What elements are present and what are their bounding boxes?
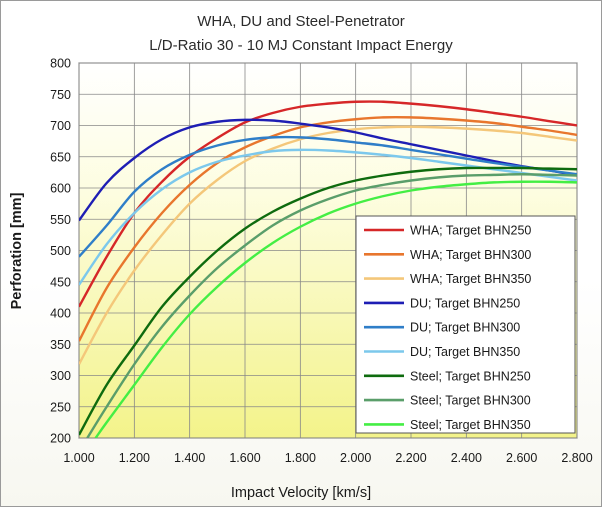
y-tick-label: 400 (50, 307, 71, 321)
legend-box (355, 215, 576, 434)
x-tick-label: 2.000 (340, 451, 371, 465)
y-tick-label: 300 (50, 369, 71, 383)
y-tick-label: 500 (50, 244, 71, 258)
legend-label: DU; Target BHN250 (410, 296, 520, 310)
y-tick-label: 550 (50, 213, 71, 227)
x-tick-label: 1.600 (229, 451, 260, 465)
legend-entries: WHA; Target BHN250 WHA; Target BHN300 WHA;… (364, 224, 531, 432)
series-line-5 (79, 135, 577, 258)
x-tick-label: 2.200 (395, 451, 426, 465)
series-line-7 (79, 166, 577, 436)
legend-label: WHA; Target BHN300 (410, 248, 531, 262)
y-tick-label: 650 (50, 150, 71, 164)
x-tick-label: 2.400 (451, 451, 482, 465)
series-line-9 (94, 180, 577, 438)
y-tick-label: 750 (50, 88, 71, 102)
series-line-3 (79, 125, 577, 365)
x-axis-ticks: 1.000 1.200 1.400 1.600 1.800 2.000 2.200 2.400… (63, 451, 592, 465)
x-tick-label: 1.800 (285, 451, 316, 465)
legend-label: Steel; Target BHN300 (410, 394, 531, 408)
legend-label: DU; Target BHN350 (410, 345, 520, 359)
series-line-4 (79, 118, 577, 222)
legend-label: DU; Target BHN300 (410, 321, 520, 335)
y-tick-label: 350 (50, 338, 71, 352)
y-axis-title: Perforation [mm] (9, 192, 25, 309)
x-tick-label: 1.200 (119, 451, 150, 465)
chart-title-line-1: WHA, DU and Steel-Penetrator (197, 13, 405, 30)
y-tick-label: 250 (50, 400, 71, 414)
legend-label: WHA; Target BHN350 (410, 272, 531, 286)
series-line-8 (86, 173, 577, 438)
y-tick-label: 450 (50, 275, 71, 289)
y-axis-ticks: 200 250 300 350 400 450 500 550 600 650 700 750 800 (50, 57, 71, 446)
x-tick-label: 1.000 (63, 451, 94, 465)
series-line-1 (79, 100, 577, 308)
series-line-2 (79, 115, 577, 342)
legend-label: Steel; Target BHN250 (410, 369, 531, 383)
legend-label: Steel; Target BHN350 (410, 418, 531, 432)
legend-label: WHA; Target BHN250 (410, 224, 531, 238)
x-tick-label: 2.600 (506, 451, 537, 465)
series-line-6 (79, 148, 577, 286)
y-tick-label: 200 (50, 432, 71, 446)
series-lines (79, 100, 577, 438)
y-tick-label: 600 (50, 182, 71, 196)
x-tick-label: 1.400 (174, 451, 205, 465)
x-axis-title: Impact Velocity [km/s] (231, 485, 371, 501)
y-tick-label: 800 (50, 57, 71, 71)
x-tick-label: 2.800 (561, 451, 592, 465)
chart-title-line-2: L/D-Ratio 30 - 10 MJ Constant Impact Ene… (149, 37, 453, 54)
legend: WHA; Target BHN250 WHA; Target BHN300 WHA;… (355, 215, 576, 434)
y-tick-label: 700 (50, 119, 71, 133)
